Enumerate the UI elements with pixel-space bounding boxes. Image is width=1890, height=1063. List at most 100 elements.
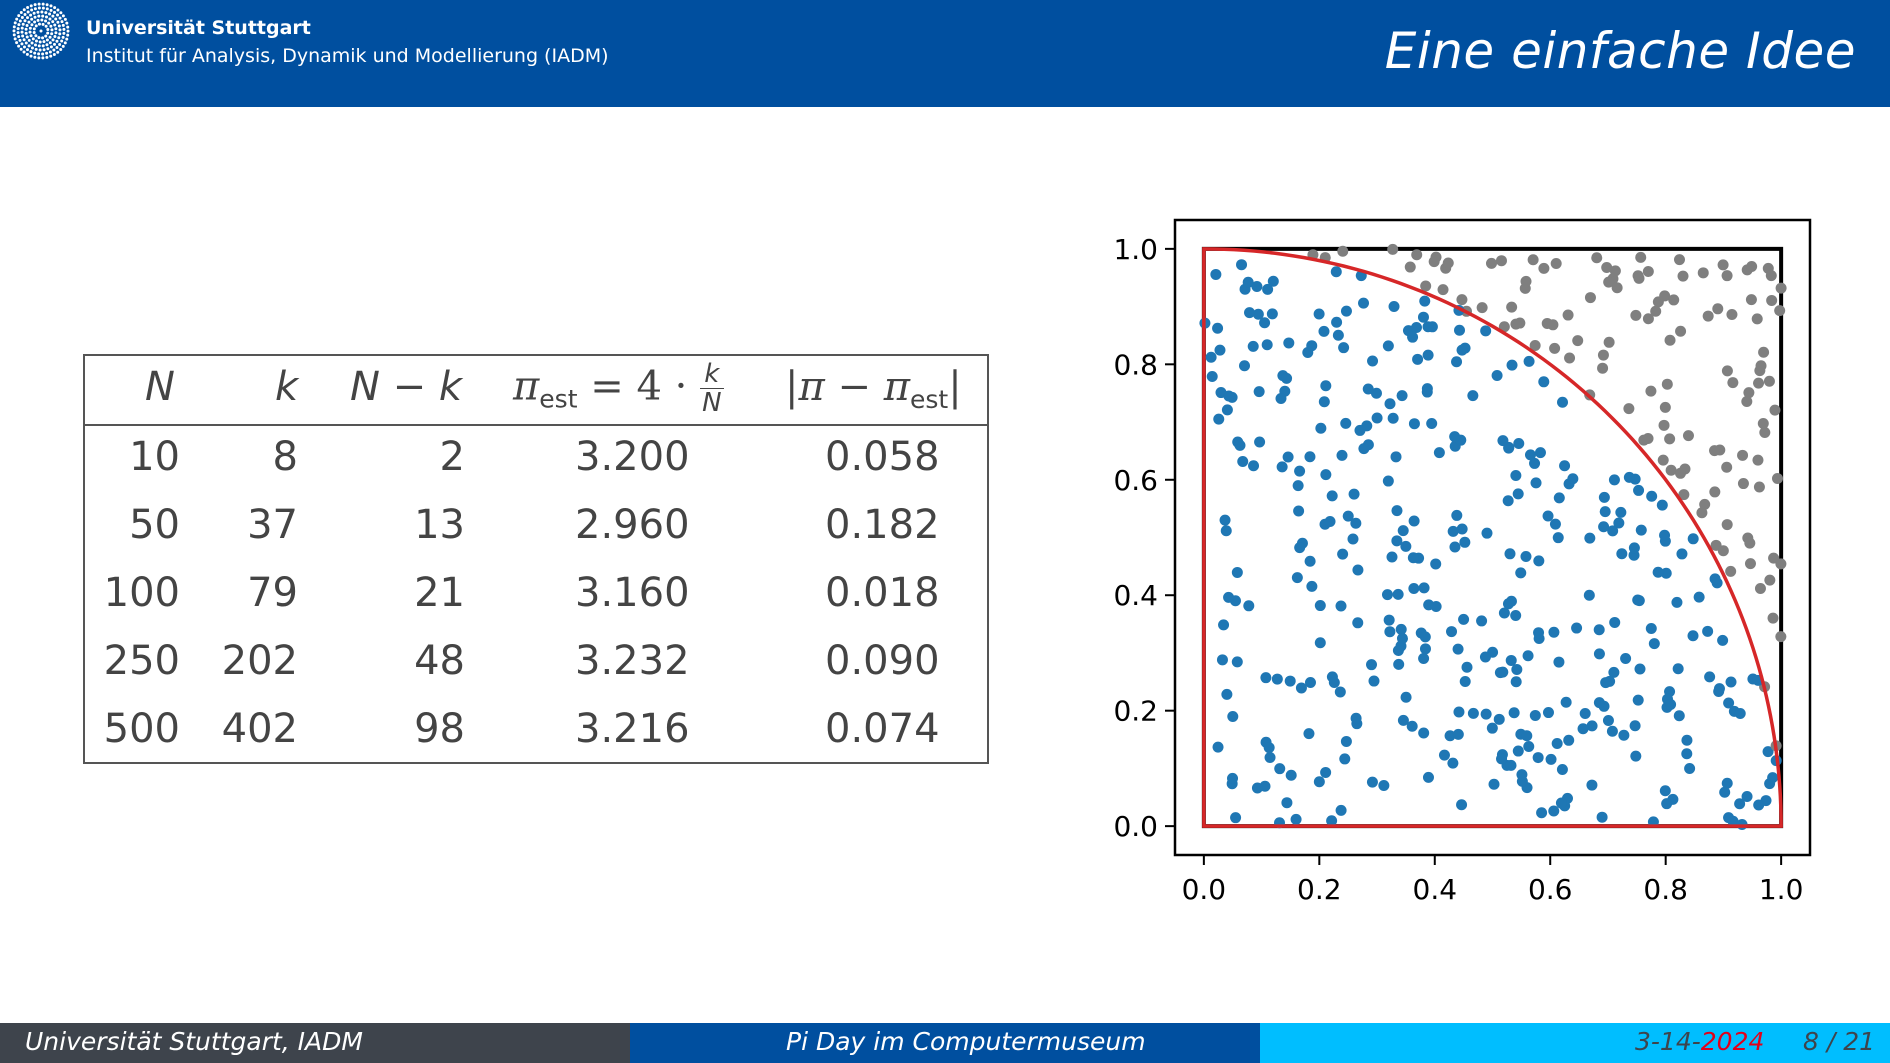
outside-point — [1623, 403, 1635, 415]
inside-point — [1408, 515, 1420, 527]
inside-point — [1275, 393, 1287, 405]
inside-point — [1306, 340, 1318, 352]
inside-point — [1542, 510, 1554, 522]
cell-abs-error: 0.058 — [825, 434, 940, 480]
cell-n: 50 — [129, 502, 180, 548]
inside-point — [1713, 683, 1725, 695]
outside-point — [1769, 404, 1781, 416]
inside-point — [1395, 623, 1407, 635]
inside-point — [1529, 457, 1541, 469]
inside-point — [1628, 542, 1640, 554]
inside-point — [1702, 625, 1714, 637]
inside-point — [1366, 776, 1378, 788]
inside-point — [1430, 601, 1442, 613]
inside-point — [1430, 558, 1442, 570]
inside-point — [1244, 307, 1256, 319]
inside-point — [1406, 720, 1418, 732]
inside-point — [1261, 339, 1273, 351]
inside-point — [1367, 355, 1379, 367]
outside-point — [1635, 251, 1647, 263]
inside-point — [1216, 654, 1228, 666]
inside-point — [1267, 275, 1279, 287]
inside-point — [1419, 631, 1431, 643]
inside-point — [1452, 643, 1464, 655]
inside-point — [1551, 737, 1563, 749]
inside-point — [1326, 815, 1338, 827]
outside-point — [1591, 252, 1603, 264]
inside-point — [1453, 706, 1465, 718]
inside-point — [1557, 396, 1569, 408]
inside-point — [1599, 506, 1611, 518]
footer-institution: Universität Stuttgart, IADM — [25, 1027, 363, 1056]
inside-point — [1218, 619, 1230, 631]
inside-point — [1510, 676, 1522, 688]
inside-point — [1634, 663, 1646, 675]
outside-point — [1763, 375, 1775, 387]
cell-abs-error: 0.018 — [825, 570, 940, 616]
inside-point — [1548, 626, 1560, 638]
inside-point — [1350, 517, 1362, 529]
inside-point — [1254, 436, 1266, 448]
outside-point — [1506, 301, 1518, 313]
outside-point — [1697, 267, 1709, 279]
inside-point — [1282, 451, 1294, 463]
footer-right-section: 3-14-2024 8 / 21 — [1260, 1023, 1890, 1063]
inside-point — [1661, 798, 1673, 810]
inside-point — [1506, 359, 1518, 371]
outside-point — [1609, 265, 1621, 277]
inside-point — [1593, 648, 1605, 660]
inside-point — [1459, 676, 1471, 688]
inside-point — [1451, 509, 1463, 521]
cell-n-minus-k: 48 — [414, 638, 465, 684]
outside-point — [1674, 467, 1686, 479]
inside-point — [1330, 266, 1342, 278]
inside-point — [1467, 390, 1479, 402]
slide-title: Eine einfache Idee — [1384, 22, 1856, 80]
inside-point — [1534, 447, 1546, 459]
inside-point — [1598, 491, 1610, 503]
outside-point — [1675, 325, 1687, 337]
outside-point — [1550, 257, 1562, 269]
outside-point — [1664, 433, 1676, 445]
inside-point — [1452, 728, 1464, 740]
inside-point — [1397, 525, 1409, 537]
cell-n-minus-k: 13 — [414, 502, 465, 548]
outside-point — [1721, 365, 1733, 377]
inside-point — [1632, 694, 1644, 706]
inside-point — [1530, 477, 1542, 489]
inside-point — [1390, 451, 1402, 463]
inside-point — [1340, 305, 1352, 317]
inside-point — [1231, 566, 1243, 578]
outside-point — [1603, 276, 1615, 288]
y-tick-label: 0.2 — [1113, 695, 1158, 728]
inside-point — [1762, 746, 1774, 758]
inside-point — [1231, 656, 1243, 668]
inside-point — [1252, 308, 1264, 320]
outside-point — [1642, 313, 1654, 325]
inside-point — [1493, 713, 1505, 725]
inside-point — [1646, 490, 1658, 502]
outside-point — [1765, 270, 1777, 282]
inside-point — [1498, 607, 1510, 619]
inside-point — [1303, 728, 1315, 740]
inside-point — [1259, 317, 1271, 329]
inside-point — [1656, 499, 1668, 511]
inside-point — [1446, 626, 1458, 638]
outside-point — [1638, 434, 1650, 446]
cell-n-minus-k: 98 — [414, 706, 465, 752]
inside-point — [1383, 614, 1395, 626]
inside-point — [1438, 749, 1450, 761]
inside-point — [1400, 691, 1412, 703]
inside-point — [1512, 745, 1524, 757]
header-abs-error: |π − πest| — [785, 364, 962, 414]
inside-point — [1620, 652, 1632, 664]
inside-point — [1510, 610, 1522, 622]
inside-point — [1741, 791, 1753, 803]
inside-point — [1521, 730, 1533, 742]
quarter-circle-arc — [1202, 247, 1783, 828]
inside-point — [1292, 480, 1304, 492]
outside-point — [1658, 419, 1670, 431]
header-n-minus-k: N − k — [350, 364, 463, 410]
inside-point — [1366, 659, 1378, 671]
cell-n: 500 — [103, 706, 180, 752]
